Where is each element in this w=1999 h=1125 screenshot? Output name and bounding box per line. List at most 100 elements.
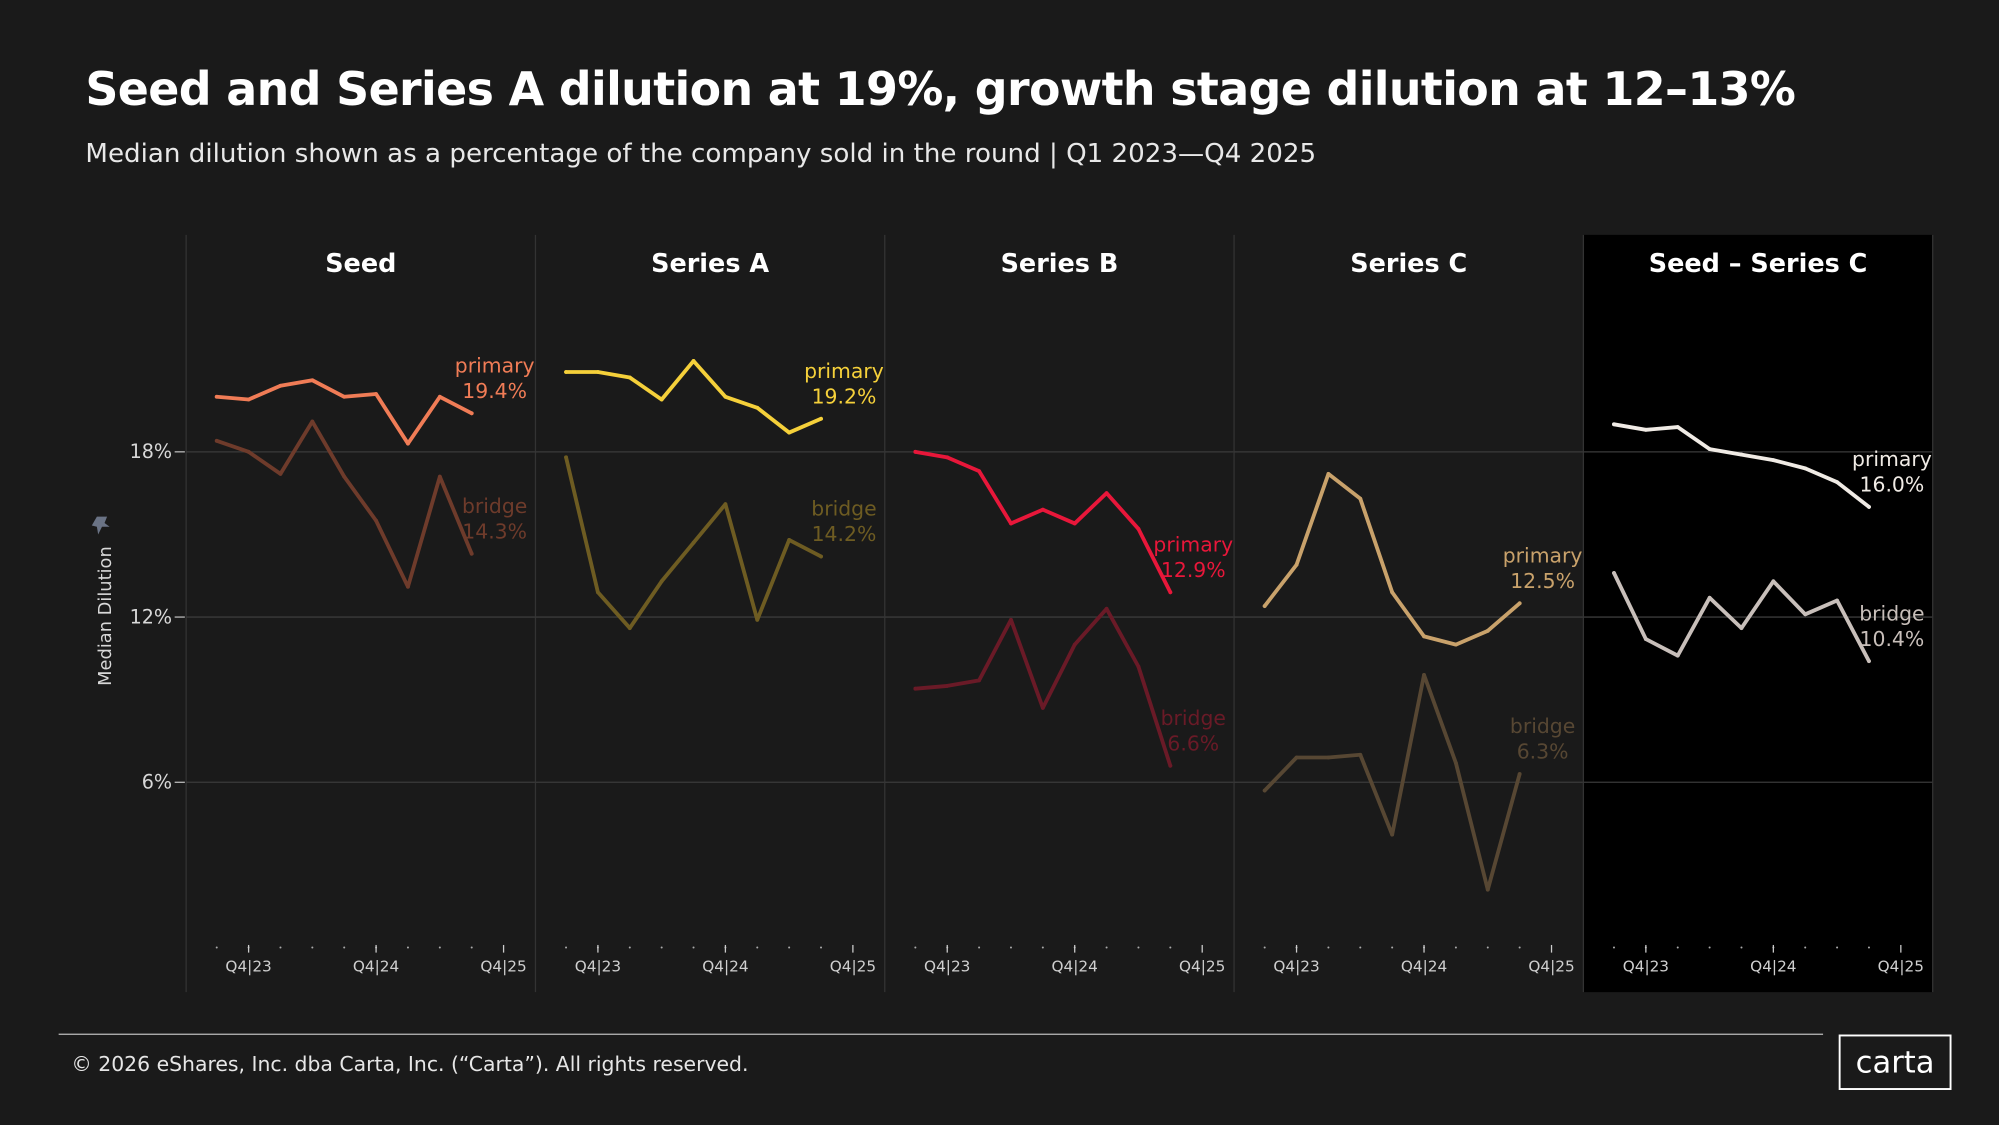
panel-title: Series C: [1350, 249, 1467, 279]
point-bridge: [1326, 755, 1331, 760]
end-label-primary: 16.0%: [1860, 473, 1925, 497]
point-bridge: [1453, 761, 1458, 765]
point-primary: [913, 449, 918, 454]
point-primary: [1040, 507, 1045, 512]
point-bridge: [913, 686, 918, 691]
series-name-bridge: bridge: [811, 497, 876, 521]
x-tick-label: Q4|24: [1750, 958, 1796, 976]
y-tick-label: 6%: [142, 771, 172, 794]
minor-tick: [279, 946, 282, 949]
minor-tick: [1708, 946, 1711, 949]
point-primary: [406, 441, 410, 446]
y-tick-label: 12%: [130, 605, 172, 628]
x-tick-label: Q4|24: [1052, 958, 1098, 976]
point-bridge: [564, 455, 568, 460]
point-bridge: [1485, 887, 1490, 892]
minor-tick: [1518, 946, 1521, 949]
copyright: © 2026 eShares, Inc. dba Carta, Inc. (“C…: [71, 1052, 748, 1076]
point-primary: [787, 430, 792, 435]
point-bridge: [977, 678, 982, 683]
minor-tick: [628, 946, 631, 949]
x-tick-label: Q4|23: [1273, 958, 1319, 976]
point-primary: [1072, 521, 1077, 526]
minor-tick: [438, 946, 441, 949]
point-primary: [1422, 634, 1426, 639]
point-primary: [1771, 458, 1776, 463]
point-primary: [1643, 427, 1648, 432]
minor-tick: [1486, 946, 1489, 949]
point-bridge: [1612, 571, 1616, 575]
minor-tick: [1612, 946, 1616, 949]
point-bridge: [1675, 653, 1680, 658]
x-tick-label: Q4|24: [353, 958, 399, 976]
x-tick-label: Q4|24: [1401, 958, 1447, 976]
point-bridge: [1422, 672, 1426, 677]
page-title: Seed and Series A dilution at 19%, growt…: [85, 62, 1795, 116]
point-primary: [437, 394, 442, 399]
minor-tick: [565, 946, 568, 949]
point-primary: [1612, 422, 1616, 427]
panel-title: Seed – Series C: [1649, 249, 1868, 279]
panel-title: Series A: [651, 249, 769, 279]
point-primary: [1104, 491, 1109, 496]
point-primary: [246, 397, 251, 402]
x-tick-label: Q4|23: [225, 958, 271, 976]
end-label-primary: 12.5%: [1510, 569, 1575, 593]
minor-tick: [1169, 946, 1172, 949]
point-primary: [1867, 505, 1871, 509]
point-primary: [1803, 466, 1808, 471]
y-axis-title: Median Dilution: [91, 516, 116, 686]
point-bridge: [1136, 664, 1141, 669]
minor-tick: [1454, 946, 1457, 949]
point-bridge: [342, 474, 347, 479]
point-bridge: [723, 502, 728, 507]
point-primary: [1262, 604, 1267, 608]
end-label-primary: 19.4%: [462, 379, 527, 403]
point-bridge: [1104, 606, 1109, 611]
minor-tick: [1676, 946, 1679, 949]
series-name-bridge: bridge: [1859, 601, 1924, 625]
minor-tick: [1359, 946, 1362, 949]
minor-tick: [788, 946, 791, 949]
point-bridge: [691, 540, 696, 545]
x-tick-label: Q4|24: [702, 958, 748, 976]
point-bridge: [310, 419, 315, 424]
point-bridge: [1009, 617, 1013, 622]
minor-tick: [1867, 946, 1870, 949]
point-bridge: [755, 617, 760, 622]
x-tick-label: Q4|23: [924, 958, 970, 976]
point-bridge: [1803, 612, 1808, 617]
minor-tick: [914, 946, 917, 949]
panel-highlight-bg: [1583, 234, 1933, 993]
x-tick-label: Q4|25: [1528, 958, 1574, 976]
series-name-primary: primary: [804, 359, 884, 383]
minor-tick: [978, 946, 981, 949]
point-primary: [819, 416, 823, 421]
minor-tick: [1391, 946, 1394, 949]
point-primary: [596, 370, 600, 374]
x-tick-label: Q4|25: [1878, 958, 1924, 976]
point-bridge: [787, 538, 792, 542]
point-primary: [659, 397, 664, 402]
point-primary: [564, 370, 568, 374]
point-primary: [723, 394, 728, 399]
point-bridge: [1168, 763, 1173, 768]
minor-tick: [1263, 946, 1266, 949]
point-primary: [977, 469, 982, 474]
end-label-primary: 19.2%: [812, 384, 877, 408]
panel-title: Series B: [1001, 249, 1119, 279]
point-bridge: [945, 683, 950, 688]
point-bridge: [214, 438, 219, 443]
point-bridge: [1262, 788, 1267, 793]
minor-tick: [1804, 946, 1807, 949]
panel-title: Seed: [325, 249, 396, 279]
x-tick-label: Q4|23: [575, 958, 621, 976]
point-primary: [1707, 447, 1712, 451]
point-primary: [1009, 521, 1013, 526]
series-name-bridge: bridge: [1510, 714, 1575, 738]
point-primary: [1739, 452, 1744, 457]
